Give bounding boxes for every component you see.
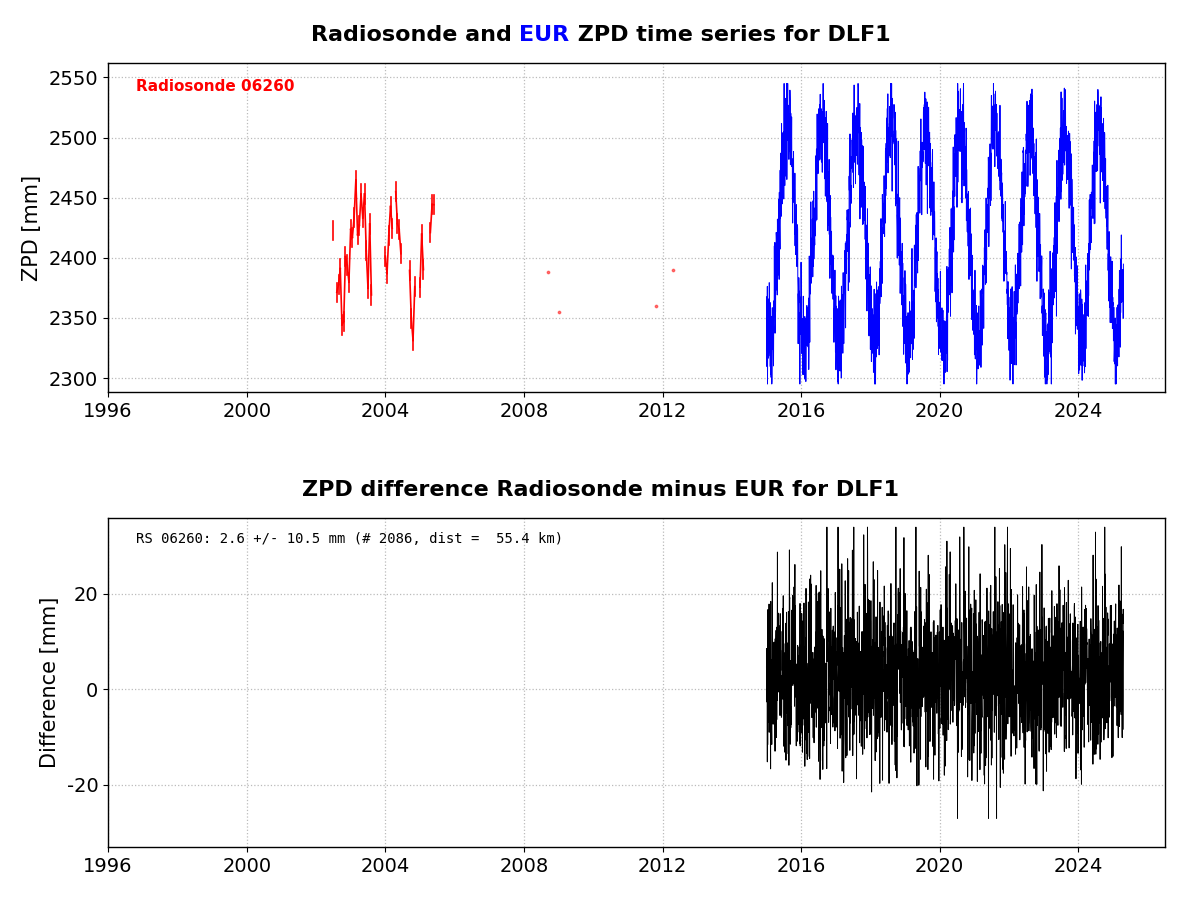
Y-axis label: ZPD [mm]: ZPD [mm] bbox=[22, 175, 42, 281]
Point bbox=[538, 265, 557, 279]
Point bbox=[663, 262, 682, 277]
Y-axis label: Difference [mm]: Difference [mm] bbox=[40, 596, 60, 768]
Text: ZPD time series for DLF1: ZPD time series for DLF1 bbox=[569, 25, 890, 45]
Text: EUR: EUR bbox=[520, 25, 569, 45]
Point bbox=[646, 298, 665, 313]
Point bbox=[549, 305, 568, 319]
Text: RS 06260: 2.6 +/- 10.5 mm (# 2086, dist =  55.4 km): RS 06260: 2.6 +/- 10.5 mm (# 2086, dist … bbox=[136, 532, 563, 546]
Text: ZPD difference Radiosonde minus EUR for DLF1: ZPD difference Radiosonde minus EUR for … bbox=[301, 479, 900, 499]
Text: Radiosonde and: Radiosonde and bbox=[311, 25, 520, 45]
Text: Radiosonde 06260: Radiosonde 06260 bbox=[136, 78, 294, 94]
